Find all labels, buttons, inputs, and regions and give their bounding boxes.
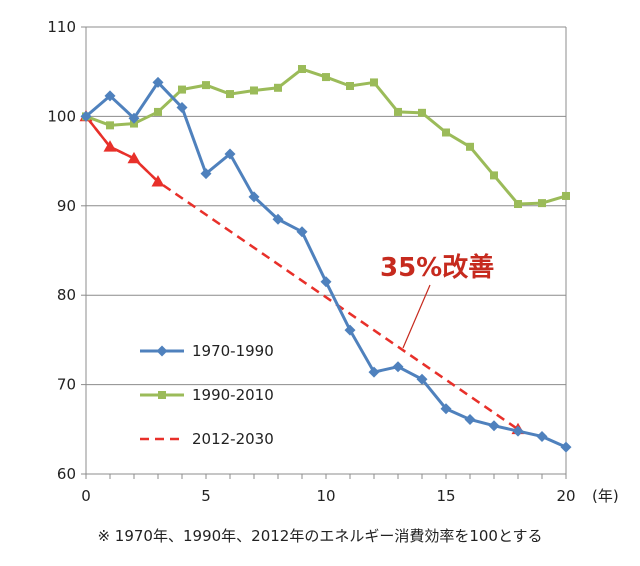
data-point-1990-2010 bbox=[298, 65, 306, 74]
footnote: ※ 1970年、1990年、2012年のエネルギー消費効率を100とする bbox=[97, 527, 542, 545]
x-tick-label: 0 bbox=[81, 487, 91, 505]
data-point-1970-1990 bbox=[320, 276, 332, 288]
legend-label-2012-2030: 2012-2030 bbox=[192, 430, 274, 448]
data-point-1990-2010 bbox=[418, 108, 426, 117]
data-point-1990-2010 bbox=[346, 82, 354, 91]
data-point-1970-1990 bbox=[80, 110, 92, 122]
data-point-1990-2010 bbox=[538, 199, 546, 208]
data-point-1970-1990 bbox=[416, 373, 428, 385]
data-point-1970-1990 bbox=[128, 112, 140, 124]
x-tick-label: 15 bbox=[436, 487, 455, 505]
legend-label-1970-1990: 1970-1990 bbox=[192, 342, 274, 360]
data-point-1970-1990 bbox=[368, 366, 380, 378]
data-point-1990-2010 bbox=[154, 107, 162, 116]
y-tick-label: 70 bbox=[57, 376, 76, 394]
data-point-1990-2010 bbox=[466, 142, 474, 151]
data-point-1970-1990 bbox=[440, 403, 452, 415]
data-point-1970-1990 bbox=[200, 168, 212, 180]
data-point-1970-1990 bbox=[248, 191, 260, 203]
data-point-1990-2010 bbox=[514, 200, 522, 209]
data-point-1990-2010 bbox=[562, 191, 570, 200]
data-point-1970-1990 bbox=[176, 101, 188, 113]
data-point-1990-2010 bbox=[202, 81, 210, 90]
x-tick-label: 10 bbox=[316, 487, 335, 505]
data-point-1990-2010 bbox=[250, 86, 258, 95]
x-tick-label: 20 bbox=[556, 487, 575, 505]
data-point-1990-2010 bbox=[274, 83, 282, 92]
data-point-1990-2010 bbox=[490, 171, 498, 180]
annotation-group: 35%改善 bbox=[380, 252, 494, 349]
data-point-1970-1990 bbox=[152, 76, 164, 88]
legend-marker-1990-2010 bbox=[158, 391, 166, 399]
gridlines bbox=[86, 26, 566, 386]
y-tick-label: 60 bbox=[57, 465, 76, 483]
series-1970-1990 bbox=[80, 76, 572, 453]
data-point-1970-1990 bbox=[488, 420, 500, 432]
data-point-1990-2010 bbox=[442, 128, 450, 137]
data-point-2012-2030 bbox=[103, 140, 117, 152]
series-1990-2010 bbox=[82, 65, 570, 209]
data-point-1970-1990 bbox=[536, 430, 548, 442]
series-line-measured-2012-2030 bbox=[85, 115, 159, 183]
legend-label-1990-2010: 1990-2010 bbox=[192, 386, 274, 404]
data-point-1970-1990 bbox=[560, 441, 572, 453]
y-tick-label: 100 bbox=[47, 107, 76, 125]
data-point-1970-1990 bbox=[296, 226, 308, 238]
y-tick-label: 90 bbox=[57, 197, 76, 215]
data-point-1990-2010 bbox=[178, 85, 186, 94]
data-point-1970-1990 bbox=[512, 425, 524, 437]
y-tick-label: 80 bbox=[57, 286, 76, 304]
data-point-1970-1990 bbox=[392, 361, 404, 373]
series-lines bbox=[79, 65, 572, 453]
annotation-label: 35%改善 bbox=[380, 252, 494, 283]
data-point-1990-2010 bbox=[106, 121, 114, 130]
data-point-2012-2030 bbox=[127, 151, 141, 164]
axes: 60 70 80 90 100 110 0 5 10 15 20 (年) bbox=[47, 18, 618, 505]
data-point-1970-1990 bbox=[464, 413, 476, 425]
legend: 1970-1990 1990-2010 2012-2030 bbox=[140, 342, 274, 448]
y-tick-label: 110 bbox=[47, 18, 76, 36]
data-point-1990-2010 bbox=[226, 90, 234, 99]
data-point-1990-2010 bbox=[322, 73, 330, 82]
data-point-1970-1990 bbox=[104, 90, 116, 102]
x-tick-label: 5 bbox=[201, 487, 211, 505]
data-point-2012-2030 bbox=[151, 175, 165, 187]
x-axis-unit-label: (年) bbox=[592, 487, 619, 505]
legend-marker-1970-1990 bbox=[156, 345, 168, 357]
data-point-1970-1990 bbox=[344, 324, 356, 336]
data-point-1990-2010 bbox=[394, 107, 402, 116]
data-point-1970-1990 bbox=[224, 148, 236, 160]
annotation-leader-line bbox=[402, 284, 431, 349]
data-point-1970-1990 bbox=[272, 213, 284, 225]
data-point-1990-2010 bbox=[370, 78, 378, 87]
